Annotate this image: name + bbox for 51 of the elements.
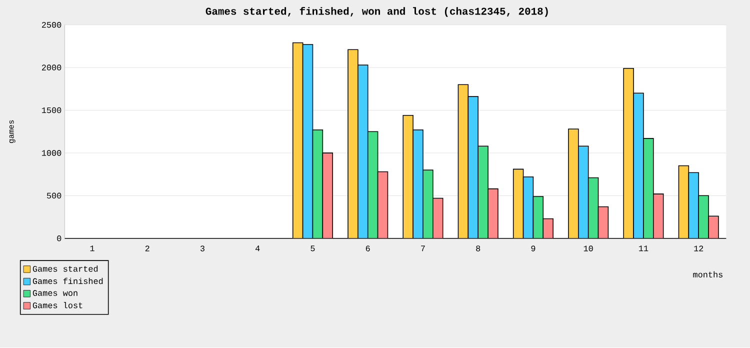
legend-label: Games started (32, 266, 98, 272)
legend-label: Games won (32, 290, 78, 296)
x-tick-label: 7 (421, 246, 425, 252)
bar (523, 177, 534, 239)
legend-label: Games finished (32, 278, 103, 284)
legend-label: Games lost (32, 302, 82, 308)
bar (588, 178, 598, 239)
bar (322, 153, 333, 239)
y-tick-label: 0 (57, 236, 62, 242)
bar (413, 130, 423, 239)
y-tick-label: 2500 (42, 22, 62, 28)
y-tick-label: 1500 (42, 108, 62, 114)
bar (568, 129, 578, 239)
bar (312, 130, 323, 239)
x-tick-label: 12 (694, 246, 704, 252)
x-tick-label: 10 (584, 246, 593, 252)
bar (368, 132, 378, 239)
x-tick-label: 6 (366, 246, 370, 252)
y-tick-label: 500 (46, 192, 62, 199)
bar (578, 146, 588, 239)
bar (458, 84, 468, 239)
x-tick-label: 5 (310, 246, 315, 252)
x-tick-label: 9 (531, 246, 536, 252)
bar (348, 50, 358, 239)
x-tick-label: 2 (145, 246, 150, 252)
x-tick-label: 4 (255, 246, 260, 252)
bar (302, 44, 313, 239)
bar (688, 172, 699, 239)
x-tick-label: 11 (639, 246, 648, 252)
bar (292, 42, 303, 239)
bar (624, 68, 634, 239)
y-tick-label: 1000 (42, 150, 62, 156)
bar (678, 166, 690, 239)
bar (358, 65, 368, 239)
x-axis-title: months (693, 271, 722, 278)
bar (513, 169, 524, 239)
bar (533, 196, 544, 239)
bar (488, 189, 498, 239)
chart-title: Games started, finished, won and lost (chas12345, 2018) (206, 7, 548, 18)
bar (422, 170, 433, 239)
x-tick-label: 1 (90, 246, 94, 252)
bar (478, 146, 488, 239)
bar (634, 93, 644, 239)
y-tick-label: 2000 (42, 64, 62, 71)
x-tick-label: 3 (200, 246, 204, 252)
bar (378, 172, 388, 239)
bar (598, 206, 608, 239)
x-tick-label: 8 (476, 246, 480, 252)
bar (468, 96, 478, 239)
bar (403, 116, 414, 239)
bar (643, 138, 654, 239)
